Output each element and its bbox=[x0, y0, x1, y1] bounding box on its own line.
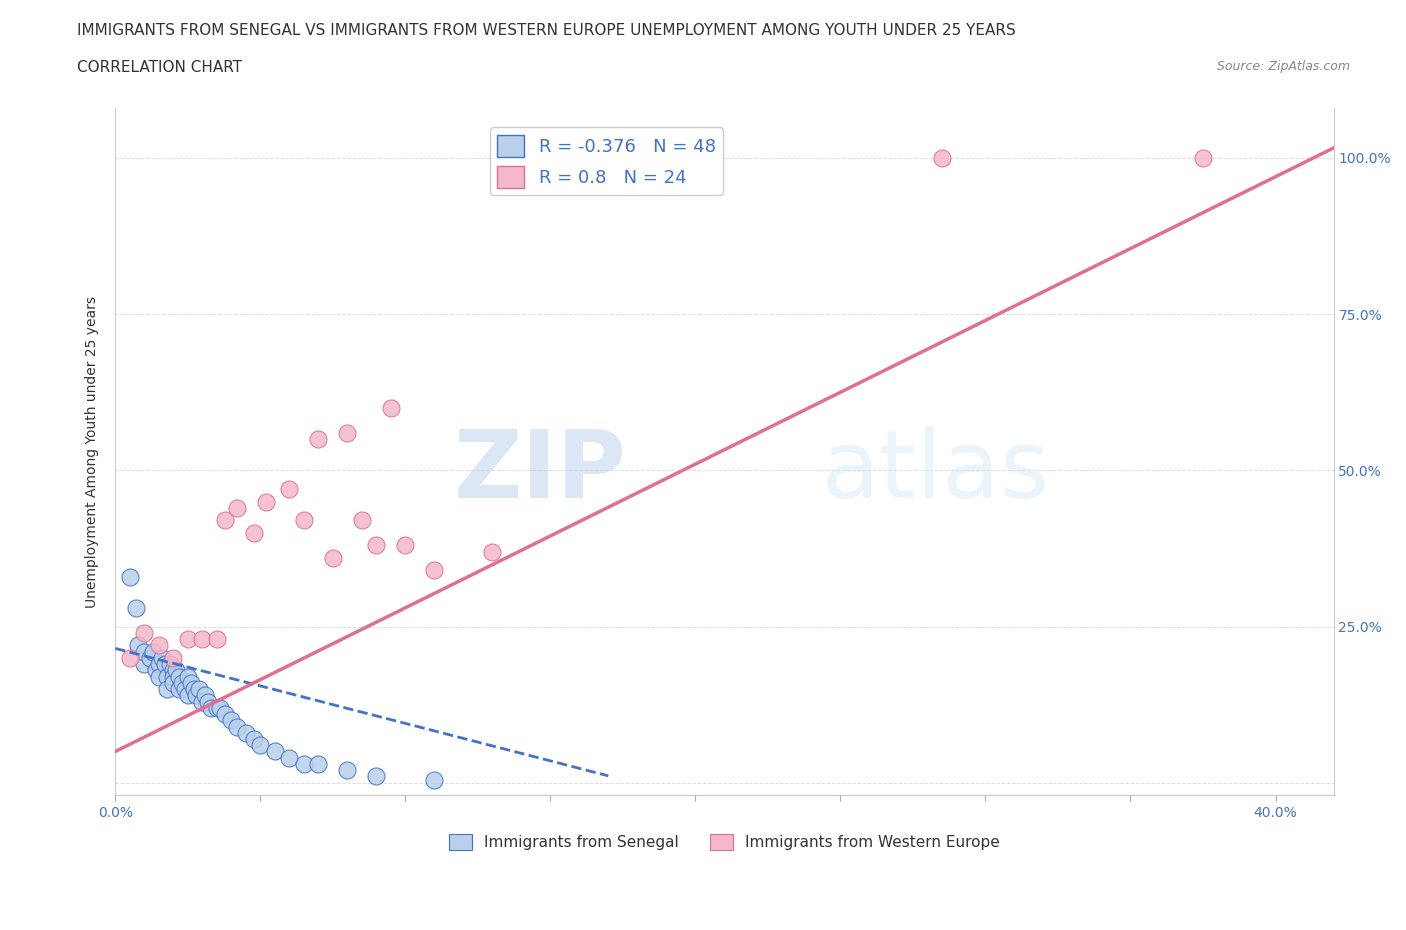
Point bbox=[134, 625, 156, 640]
Point bbox=[380, 401, 402, 416]
Point bbox=[177, 688, 200, 703]
Point bbox=[191, 694, 214, 709]
Point bbox=[221, 712, 243, 727]
Point bbox=[162, 675, 184, 690]
Point bbox=[208, 700, 231, 715]
Point bbox=[394, 538, 416, 552]
Point bbox=[205, 631, 228, 646]
Text: Source: ZipAtlas.com: Source: ZipAtlas.com bbox=[1216, 60, 1350, 73]
Point bbox=[322, 551, 344, 565]
Point bbox=[249, 737, 271, 752]
Point bbox=[186, 688, 208, 703]
Point bbox=[173, 682, 195, 697]
Text: CORRELATION CHART: CORRELATION CHART bbox=[77, 60, 242, 75]
Point bbox=[350, 513, 373, 528]
Point bbox=[118, 650, 141, 665]
Point bbox=[162, 669, 184, 684]
Point bbox=[145, 663, 167, 678]
Point bbox=[278, 751, 301, 765]
Point bbox=[167, 682, 190, 697]
Point bbox=[150, 650, 173, 665]
Point bbox=[307, 756, 329, 771]
Point bbox=[191, 631, 214, 646]
Legend: Immigrants from Senegal, Immigrants from Western Europe: Immigrants from Senegal, Immigrants from… bbox=[443, 828, 1005, 857]
Point bbox=[188, 682, 211, 697]
Point bbox=[200, 700, 222, 715]
Point bbox=[148, 657, 170, 671]
Point bbox=[170, 675, 193, 690]
Point bbox=[292, 513, 315, 528]
Point bbox=[180, 675, 202, 690]
Point bbox=[423, 772, 446, 787]
Point bbox=[205, 700, 228, 715]
Point bbox=[177, 631, 200, 646]
Point bbox=[134, 644, 156, 659]
Point bbox=[156, 682, 179, 697]
Point bbox=[336, 763, 359, 777]
Point bbox=[931, 151, 953, 166]
Point bbox=[254, 494, 277, 509]
Point bbox=[156, 669, 179, 684]
Point bbox=[226, 500, 249, 515]
Point bbox=[263, 744, 285, 759]
Point bbox=[162, 650, 184, 665]
Point bbox=[165, 663, 187, 678]
Point bbox=[162, 663, 184, 678]
Point bbox=[336, 425, 359, 440]
Point bbox=[177, 669, 200, 684]
Y-axis label: Unemployment Among Youth under 25 years: Unemployment Among Youth under 25 years bbox=[86, 296, 100, 607]
Point bbox=[243, 525, 266, 540]
Point bbox=[127, 638, 149, 653]
Point bbox=[307, 432, 329, 446]
Point bbox=[124, 601, 146, 616]
Point bbox=[1192, 151, 1215, 166]
Point bbox=[197, 694, 219, 709]
Point bbox=[148, 638, 170, 653]
Point bbox=[366, 538, 388, 552]
Point bbox=[194, 688, 217, 703]
Point bbox=[142, 644, 165, 659]
Point bbox=[278, 482, 301, 497]
Point bbox=[226, 719, 249, 734]
Point bbox=[167, 669, 190, 684]
Point bbox=[118, 569, 141, 584]
Point bbox=[481, 544, 503, 559]
Point bbox=[159, 657, 181, 671]
Point bbox=[214, 513, 236, 528]
Text: atlas: atlas bbox=[823, 426, 1050, 518]
Text: IMMIGRANTS FROM SENEGAL VS IMMIGRANTS FROM WESTERN EUROPE UNEMPLOYMENT AMONG YOU: IMMIGRANTS FROM SENEGAL VS IMMIGRANTS FR… bbox=[77, 23, 1017, 38]
Text: ZIP: ZIP bbox=[454, 426, 627, 518]
Point bbox=[139, 650, 162, 665]
Point bbox=[292, 756, 315, 771]
Point bbox=[423, 563, 446, 578]
Point bbox=[243, 732, 266, 747]
Point bbox=[183, 682, 205, 697]
Point bbox=[366, 769, 388, 784]
Point bbox=[134, 657, 156, 671]
Point bbox=[148, 669, 170, 684]
Point bbox=[235, 725, 257, 740]
Point bbox=[214, 707, 236, 722]
Point bbox=[153, 657, 176, 671]
